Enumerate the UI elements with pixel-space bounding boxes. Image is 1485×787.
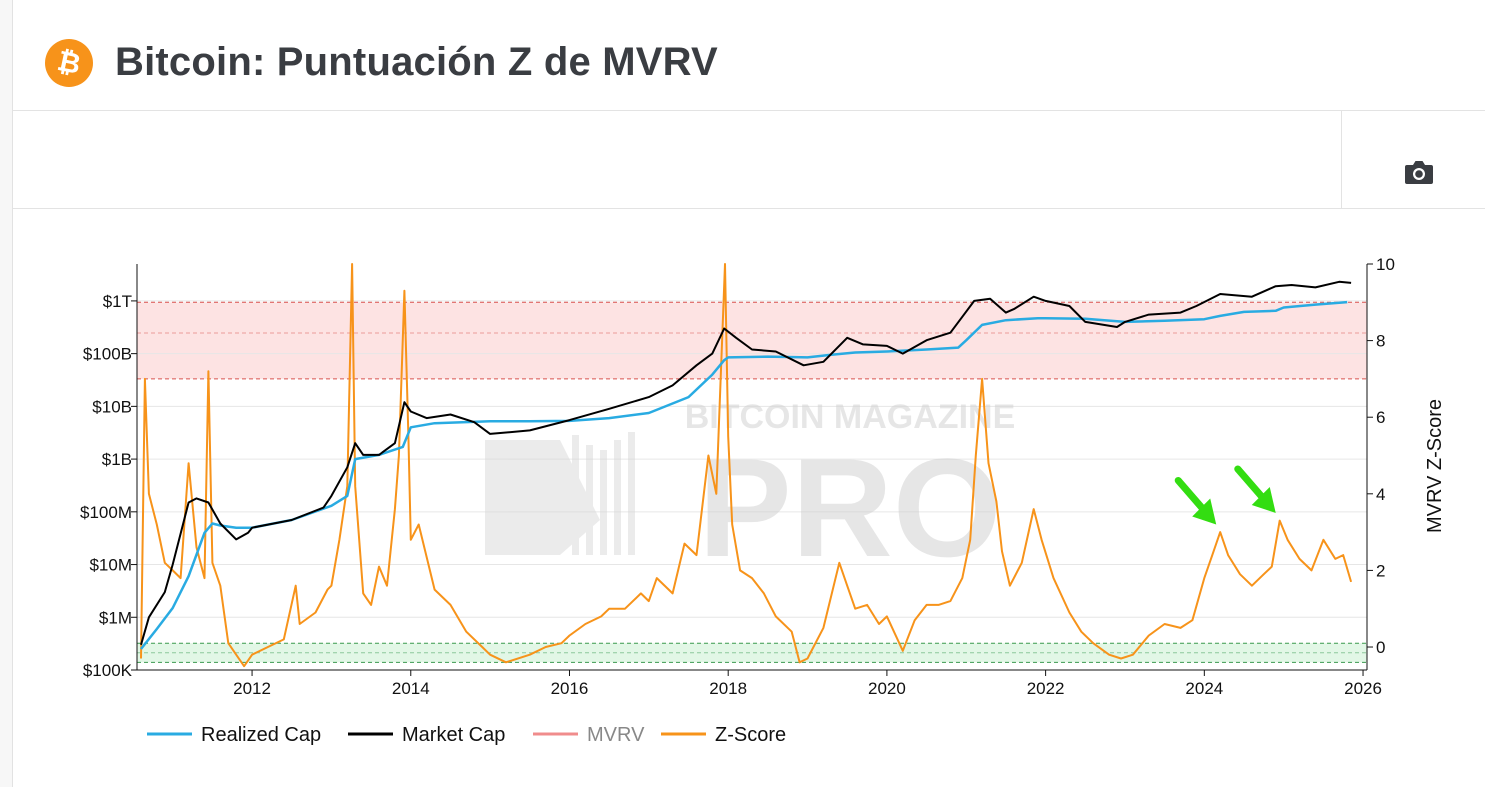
legend-item-mvrv[interactable]: MVRV [533,724,645,746]
left-tick-label: $10B [92,397,132,416]
x-tick-label: 2016 [551,679,589,698]
axes: $100K $1M $10M $100M $1B $10B $100B $1T 0 2 4 6 8 10 2… [80,255,1395,698]
annotation-arrow-icon [1174,476,1217,525]
header: ₿ Bitcoin: Puntuación Z de MVRV [13,0,1485,111]
right-tick-label: 0 [1376,638,1385,657]
toolbar [13,111,1485,209]
series-line-market-cap [140,280,1352,646]
x-tick-label: 2018 [709,679,747,698]
x-tick-label: 2012 [233,679,271,698]
legend-label: Z-Score [715,724,786,746]
bitcoin-logo-icon: ₿ [45,39,93,87]
x-tick-label: 2024 [1185,679,1223,698]
left-tick-label: $10M [89,556,132,575]
camera-icon [1405,161,1433,184]
x-tick-label: 2020 [868,679,906,698]
right-tick-label: 10 [1376,255,1395,274]
page-title: Bitcoin: Puntuación Z de MVRV [115,40,718,84]
x-tick-label: 2022 [1027,679,1065,698]
legend-label: Market Cap [402,724,505,746]
legend-label: MVRV [587,724,645,746]
left-tick-label: $1T [103,292,132,311]
legend-item-z-score[interactable]: Z-Score [661,724,786,746]
band-green [137,643,1367,663]
left-tick-label: $1M [99,608,132,627]
right-tick-label: 6 [1376,408,1385,427]
zone-bands [137,301,1367,663]
watermark: BITCOIN MAGAZINE PRO [485,398,1015,586]
left-tick-label: $100M [80,503,132,522]
left-tick-label: $100K [83,661,133,680]
bitcoin-glyph: ₿ [55,44,84,81]
left-tick-label: $1B [102,450,132,469]
watermark-line1: BITCOIN MAGAZINE [685,398,1016,436]
left-tick-label: $100B [83,345,132,364]
band-red [137,302,1367,379]
x-tick-label: 2026 [1344,679,1382,698]
annotation-arrow-icon [1234,465,1276,513]
watermark-logo-icon [485,432,635,555]
legend-item-market-cap[interactable]: Market Cap [348,724,505,746]
right-tick-label: 4 [1376,485,1385,504]
camera-button[interactable] [1401,158,1437,188]
series-line-realized-cap [140,300,1348,650]
right-axis-title: MVRV Z-Score [1424,399,1446,533]
x-tick-label: 2014 [392,679,430,698]
series-line-z-score [140,263,1353,668]
toolbar-divider [1341,111,1342,209]
series-lines [140,263,1353,668]
watermark-line2: PRO [698,429,1001,586]
right-tick-label: 2 [1376,561,1385,580]
legend-label: Realized Cap [201,724,321,746]
legend-item-realized-cap[interactable]: Realized Cap [147,724,321,746]
right-tick-label: 8 [1376,332,1385,351]
annotations [1174,465,1276,525]
legend: Realized Cap Market Cap MVRV Z-Score [147,724,786,746]
